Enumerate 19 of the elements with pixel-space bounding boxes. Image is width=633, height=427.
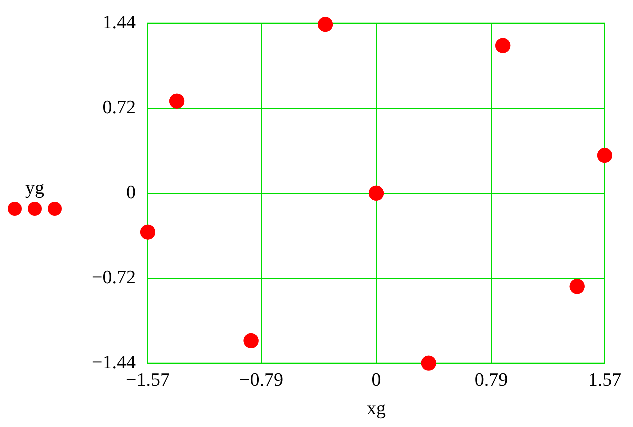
point — [368, 186, 384, 201]
y-axis-title: yg — [24, 178, 46, 200]
x-tick-label: 0.79 — [474, 370, 508, 391]
y-tick-label: 1.44 — [102, 12, 136, 34]
y-tick-label: −0.72 — [92, 267, 136, 288]
point — [598, 148, 612, 164]
y-tick-label: 0.72 — [102, 97, 136, 118]
x-tick-label: −0.79 — [240, 370, 284, 391]
point — [318, 17, 334, 32]
point — [496, 38, 511, 54]
x-tick-label: 0 — [372, 370, 382, 391]
point — [170, 94, 185, 109]
x-tick-label: 1.57 — [588, 370, 622, 391]
point — [570, 279, 585, 294]
x-axis-title: xg — [366, 398, 386, 420]
point — [421, 356, 436, 371]
point — [244, 333, 259, 348]
y-tick-label: 0 — [126, 182, 136, 204]
point — [140, 224, 156, 240]
